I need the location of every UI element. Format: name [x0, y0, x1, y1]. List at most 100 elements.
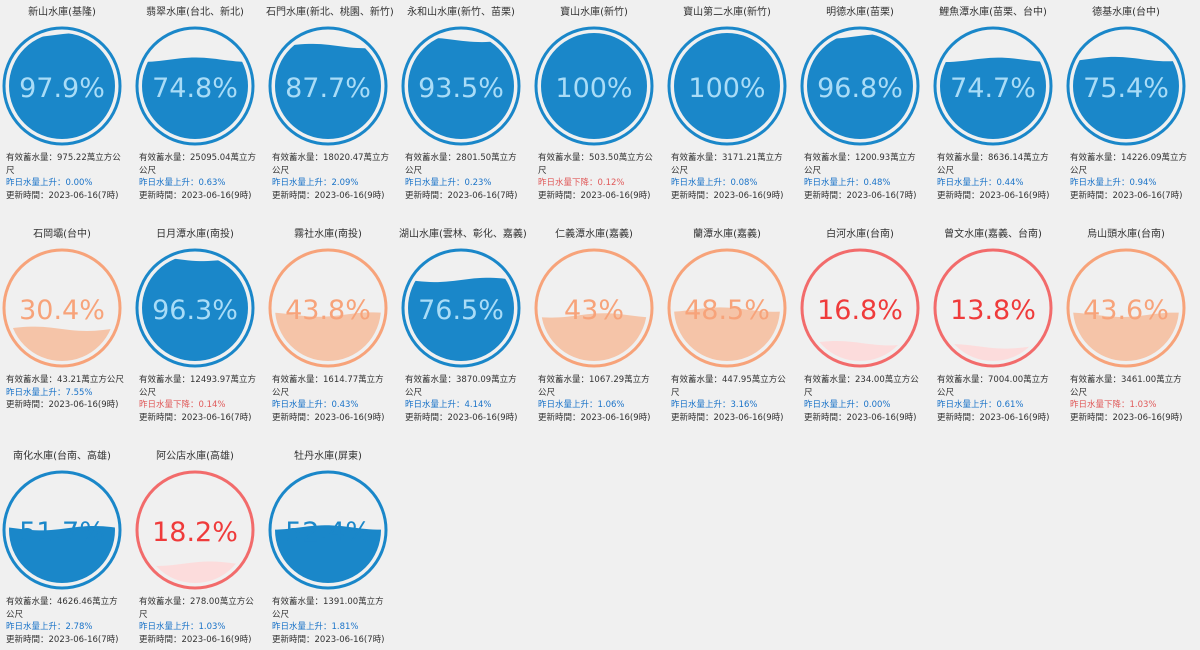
percent-label: 93.5% — [418, 73, 504, 104]
reservoir-name: 日月潭水庫(南投) — [156, 229, 234, 240]
reservoir-info: 有效蓄水量：3870.09萬立方公尺 昨日水量上升：4.14% 更新時間：2023-… — [405, 374, 523, 424]
reservoir-name: 湖山水庫(雲林、彰化、嘉義) — [399, 229, 527, 240]
reservoir-info: 有效蓄水量：975.22萬立方公尺 昨日水量上升：0.00% 更新時間：2023-0… — [6, 152, 124, 202]
reservoir-card: 南化水庫(台南、高雄) 51.7% 有效蓄水量：4626.46萬立方公尺 昨日水量上升… — [0, 450, 124, 646]
gauge-ring — [401, 248, 521, 368]
storage-text: 有效蓄水量：3171.21萬立方公尺 — [671, 153, 783, 176]
daily-change-text: 昨日水量下降：0.14% — [139, 400, 226, 410]
reservoir-card: 日月潭水庫(南投) 96.3% 有效蓄水量：12493.97萬立方公尺 昨日水量下降：… — [133, 228, 257, 424]
daily-change-text: 昨日水量上升：4.14% — [405, 400, 492, 410]
updated-time-text: 更新時間：2023-06-16(7時) — [1070, 190, 1183, 201]
percent-label: 97.9% — [19, 73, 105, 104]
water-level-gauge: 75.4% — [1066, 26, 1186, 146]
reservoir-name: 寶山水庫(新竹) — [560, 7, 628, 18]
percent-label: 18.2% — [152, 517, 238, 548]
water-fill — [275, 525, 381, 583]
reservoir-card: 寶山水庫(新竹) 100% 有效蓄水量：503.50萬立方公尺 昨日水量下降：0.12… — [532, 6, 656, 202]
reservoir-name: 南化水庫(台南、高雄) — [13, 451, 111, 462]
reservoir-card: 永和山水庫(新竹、苗栗) 93.5% 有效蓄水量：2801.50萬立方公尺昨日水量上… — [399, 6, 523, 202]
water-fill — [541, 33, 647, 139]
updated-time-text: 更新時間：2023-06-16(7時) — [6, 190, 119, 201]
gauge-ring — [800, 248, 920, 368]
updated-time-text: 更新時間：2023-06-16(9時) — [538, 412, 651, 423]
percent-label: 74.8% — [152, 73, 238, 104]
water-level-gauge: 93.5% — [401, 26, 521, 146]
percent-label: 43.6% — [1083, 295, 1169, 326]
reservoir-card: 阿公店水庫(高雄) 18.2% 有效蓄水量：278.00萬立方公尺 昨日水量上升：1.… — [133, 450, 257, 646]
reservoir-info: 有效蓄水量：1200.93萬立方公尺 昨日水量上升：0.48% 更新時間：2023-… — [804, 152, 922, 202]
gauge-ring — [135, 248, 255, 368]
water-fill — [1073, 56, 1179, 139]
reservoir-info: 有效蓄水量：18020.47萬立方公尺 昨日水量上升：2.09% 更新時間：2023… — [272, 152, 390, 202]
percent-label: 75.4% — [1083, 73, 1169, 104]
water-level-gauge: 43.6% — [1066, 248, 1186, 368]
percent-label: 52.4% — [285, 517, 371, 548]
reservoir-card: 明德水庫(苗栗) 96.8% 有效蓄水量：1200.93萬立方公尺昨日水量上升：0.… — [798, 6, 922, 202]
percent-label: 30.4% — [19, 295, 105, 326]
updated-time-text: 更新時間：2023-06-16(7時) — [272, 634, 385, 645]
storage-text: 有效蓄水量：3870.09萬立方公尺 — [405, 375, 517, 398]
gauge-ring — [534, 248, 654, 368]
updated-time-text: 更新時間：2023-06-16(9時) — [139, 190, 252, 201]
percent-label: 43.8% — [285, 295, 371, 326]
updated-time-text: 更新時間：2023-06-16(9時) — [139, 634, 252, 645]
updated-time-text: 更新時間：2023-06-16(7時) — [139, 412, 252, 423]
storage-text: 有效蓄水量：3461.00萬立方公尺 — [1070, 375, 1182, 398]
daily-change-text: 昨日水量上升：0.61% — [937, 400, 1024, 410]
water-level-gauge: 30.4% — [2, 248, 122, 368]
storage-text: 有效蓄水量：2801.50萬立方公尺 — [405, 153, 517, 176]
water-level-gauge: 43% — [534, 248, 654, 368]
reservoir-name: 永和山水庫(新竹、苗栗) — [407, 7, 515, 18]
percent-label: 51.7% — [19, 517, 105, 548]
reservoir-info: 有效蓄水量：1067.29萬立方公尺 昨日水量上升：1.06% 更新時間：2023-… — [538, 374, 656, 424]
reservoir-name: 白河水庫(台南) — [826, 229, 894, 240]
reservoir-card: 霧社水庫(南投) 43.8% 有效蓄水量：1614.77萬立方公尺 昨日水量上升：0.… — [266, 228, 390, 424]
reservoir-name: 鯉魚潭水庫(苗栗、台中) — [939, 7, 1047, 18]
updated-time-text: 更新時間：2023-06-16(9時) — [6, 400, 119, 410]
storage-text: 有效蓄水量：7004.00萬立方公尺 — [937, 375, 1049, 398]
water-level-gauge: 87.7% — [268, 26, 388, 146]
updated-time-text: 更新時間：2023-06-16(9時) — [1070, 412, 1183, 423]
gauge-ring — [534, 26, 654, 146]
storage-text: 有效蓄水量：234.00萬立方公尺 — [804, 375, 919, 398]
storage-text: 有效蓄水量：1391.00萬立方公尺 — [272, 597, 384, 620]
reservoir-info: 有效蓄水量：43.21萬立方公尺 昨日水量上升：7.55% 更新時間：2023-06… — [6, 374, 124, 412]
daily-change-text: 昨日水量上升：0.23% — [405, 178, 492, 188]
reservoir-info: 有效蓄水量：3461.00萬立方公尺 昨日水量下降：1.03% 更新時間：2023-… — [1070, 374, 1188, 424]
updated-time-text: 更新時間：2023-06-16(9時) — [272, 190, 385, 201]
updated-time-text: 更新時間：2023-06-16(9時) — [671, 412, 784, 423]
storage-text: 有效蓄水量：1200.93萬立方公尺 — [804, 153, 916, 176]
reservoir-info: 有效蓄水量：25095.04萬立方公尺 昨日水量上升：0.63% 更新時間：2023… — [139, 152, 257, 202]
water-level-gauge: 52.4% — [268, 470, 388, 590]
percent-label: 100% — [688, 73, 765, 104]
water-fill — [142, 256, 248, 361]
water-level-gauge: 74.8% — [135, 26, 255, 146]
daily-change-text: 昨日水量上升：3.16% — [671, 400, 758, 410]
daily-change-text: 昨日水量上升：0.43% — [272, 400, 359, 410]
reservoir-name: 新山水庫(基隆) — [28, 7, 96, 18]
water-fill — [940, 57, 1046, 139]
daily-change-text: 昨日水量上升：0.08% — [671, 178, 758, 188]
reservoir-info: 有效蓄水量：8636.14萬立方公尺 昨日水量上升：0.44% 更新時間：2023-… — [937, 152, 1055, 202]
reservoir-info: 有效蓄水量：14226.09萬立方公尺 昨日水量上升：0.94% 更新時間：2023… — [1070, 152, 1188, 202]
daily-change-text: 昨日水量上升：0.48% — [804, 178, 891, 188]
reservoir-name: 石岡壩(台中) — [33, 229, 91, 240]
reservoir-name: 寶山第二水庫(新竹) — [683, 7, 771, 18]
gauge-ring — [268, 26, 388, 146]
reservoir-name: 牡丹水庫(屏東) — [294, 451, 362, 462]
storage-text: 有效蓄水量：43.21萬立方公尺 — [6, 375, 124, 385]
daily-change-text: 昨日水量上升：1.06% — [538, 400, 625, 410]
reservoir-card: 德基水庫(台中) 75.4% 有效蓄水量：14226.09萬立方公尺 昨日水量上升：0… — [1064, 6, 1188, 202]
daily-change-text: 昨日水量上升：0.63% — [139, 178, 226, 188]
reservoir-info: 有效蓄水量：2801.50萬立方公尺昨日水量上升：0.23% 更新時間：2023-… — [405, 152, 523, 202]
gauge-ring — [667, 26, 787, 146]
percent-label: 96.8% — [817, 73, 903, 104]
daily-change-text: 昨日水量上升：0.44% — [937, 178, 1024, 188]
reservoir-card: 鯉魚潭水庫(苗栗、台中) 74.7% 有效蓄水量：8636.14萬立方公尺 昨日水量上… — [931, 6, 1055, 202]
storage-text: 有效蓄水量：18020.47萬立方公尺 — [272, 153, 390, 176]
updated-time-text: 更新時間：2023-06-16(7時) — [405, 190, 518, 201]
reservoir-name: 明德水庫(苗栗) — [826, 7, 894, 18]
reservoir-info: 有效蓄水量：1614.77萬立方公尺 昨日水量上升：0.43% 更新時間：2023-… — [272, 374, 390, 424]
reservoir-card: 曾文水庫(嘉義、台南) 13.8% 有效蓄水量：7004.00萬立方公尺 昨日水量上升… — [931, 228, 1055, 424]
gauge-ring — [1066, 248, 1186, 368]
